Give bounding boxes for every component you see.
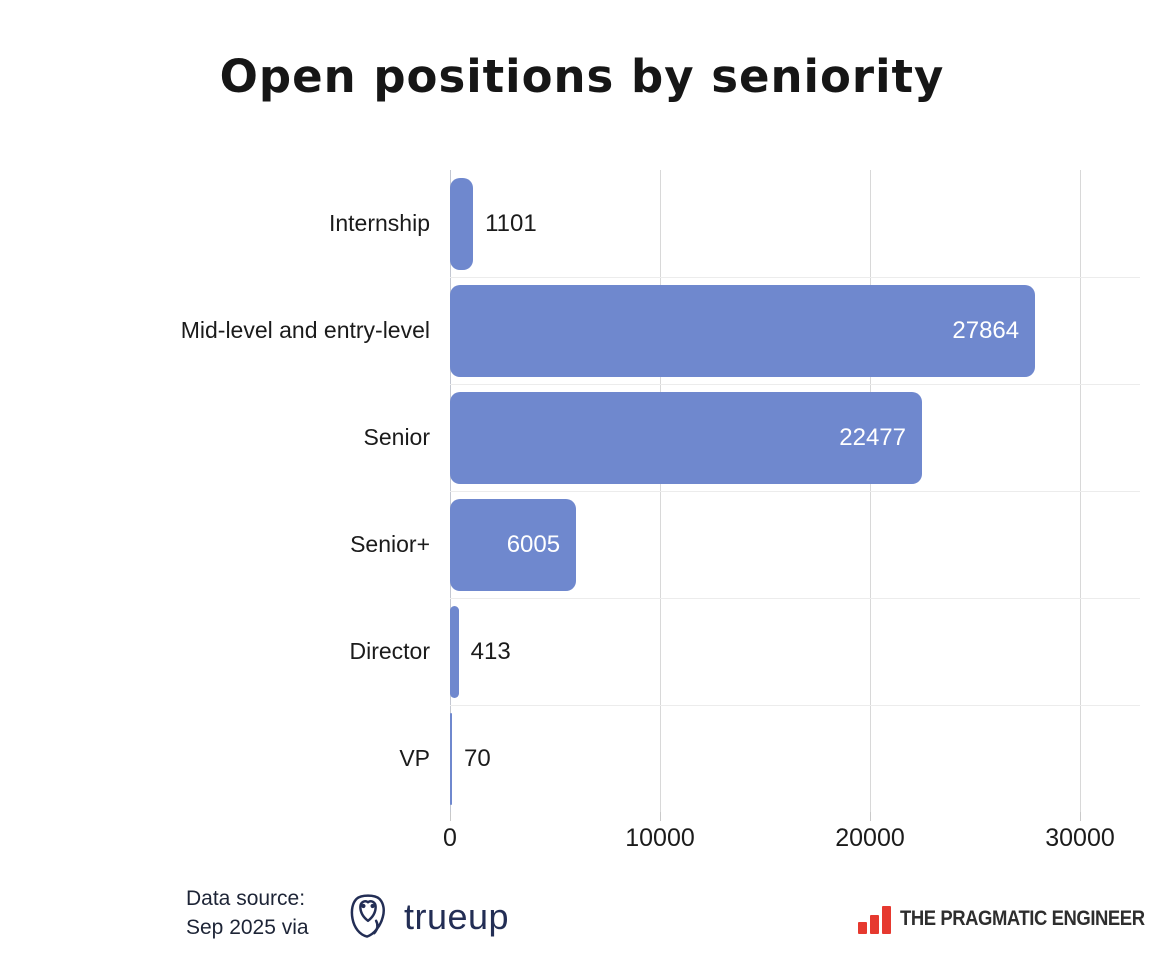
bar-icon-medium (870, 915, 879, 934)
x-axis-tick-0 (450, 812, 451, 821)
row-separator (450, 705, 1140, 706)
x-tick-label-20000: 20000 (835, 824, 905, 852)
x-tick-label-0: 0 (443, 824, 457, 852)
category-label: VP (399, 745, 430, 771)
value-label: 70 (464, 744, 491, 772)
category-label: Internship (328, 210, 430, 236)
value-label: 413 (470, 637, 511, 665)
value-label: 22477 (839, 423, 907, 451)
owl-icon (350, 894, 385, 938)
x-axis-tick-10000 (660, 812, 661, 821)
row-separator (450, 598, 1140, 599)
bar (450, 391, 923, 484)
data-source-line1: Data source: (186, 887, 306, 910)
bar (450, 177, 474, 270)
category-label: Senior+ (350, 531, 430, 557)
category-label: Senior (363, 424, 430, 450)
trueup-wordmark: trueup (404, 896, 510, 937)
category-label: Mid-level and entry-level (180, 317, 430, 343)
x-tick-label-30000: 30000 (1045, 824, 1115, 852)
pragmatic-engineer-wordmark: THE PRAGMATIC ENGINEER (900, 907, 1145, 930)
bar (450, 498, 577, 591)
trueup-logo: trueup (347, 888, 509, 946)
x-axis-tick-20000 (870, 812, 871, 821)
pragmatic-engineer-logo: THE PRAGMATIC ENGINEER (858, 906, 1164, 934)
x-axis-tick-30000 (1080, 812, 1081, 821)
value-label: 6005 (506, 530, 561, 558)
bar (450, 712, 452, 805)
value-label: 27864 (952, 316, 1020, 344)
row-separator (450, 491, 1140, 492)
value-label: 1101 (485, 209, 537, 237)
data-source-line2: Sep 2025 via (186, 916, 309, 939)
bar-icon-small (858, 922, 867, 934)
chart-title: Open positions by seniority (219, 50, 945, 103)
bar-icon-large (882, 906, 891, 934)
category-label: Director (349, 638, 430, 664)
data-source-label: Data source: Sep 2025 via (186, 884, 309, 942)
x-tick-label-10000: 10000 (625, 824, 695, 852)
row-separator (450, 384, 1140, 385)
row-separator (450, 277, 1140, 278)
bar-chart-icon (858, 906, 891, 934)
bar (450, 605, 459, 698)
bar (450, 284, 1036, 377)
